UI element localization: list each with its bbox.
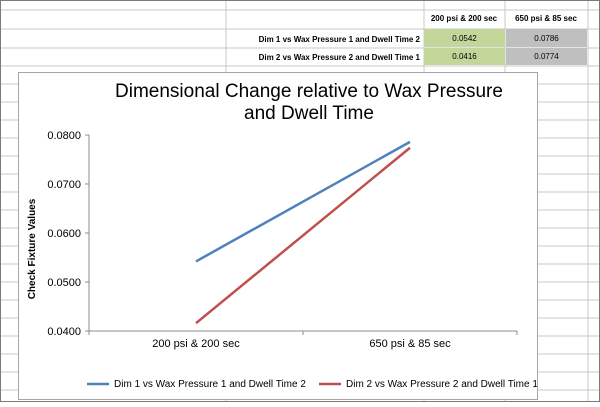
- y-axis-label: Check Fixture Values: [27, 198, 38, 299]
- row-label-2[interactable]: Dim 2 vs Wax Pressure 2 and Dwell Time 1: [258, 53, 420, 62]
- y-tick-label: 0.0500: [47, 277, 81, 289]
- x-tick-label: 650 psi & 85 sec: [369, 338, 451, 350]
- y-tick-label: 0.0800: [47, 130, 81, 142]
- legend-label-1: Dim 1 vs Wax Pressure 1 and Dwell Time 2: [114, 379, 306, 390]
- series-line-1: [195, 140, 411, 263]
- plot-area: 0.0400 0.0500 0.0600 0.0700 0.0800 200 psi & …: [47, 130, 538, 390]
- y-tick-label: 0.0400: [47, 326, 81, 338]
- cell-row2-col1[interactable]: 0.0416: [424, 48, 505, 65]
- y-tick-label: 0.0700: [47, 179, 81, 191]
- cell-value: 0.0542: [452, 33, 477, 43]
- row-label-1[interactable]: Dim 1 vs Wax Pressure 1 and Dwell Time 2: [258, 35, 420, 44]
- chart-title-line2: and Dwell Time: [244, 103, 374, 124]
- x-tick-label: 200 psi & 200 sec: [152, 338, 240, 350]
- cell-value: 0.0786: [534, 33, 559, 43]
- chart-title-line1: Dimensional Change relative to Wax Press…: [115, 81, 503, 102]
- legend-label-2: Dim 2 vs Wax Pressure 2 and Dwell Time 1: [346, 379, 537, 390]
- column-header-1[interactable]: 200 psi & 200 sec: [430, 14, 498, 23]
- cell-row2-col2[interactable]: 0.0774: [506, 48, 587, 65]
- series-line-2: [195, 146, 411, 325]
- cell-row1-col2[interactable]: 0.0786: [506, 29, 587, 47]
- cell-value: 0.0416: [452, 52, 477, 61]
- cell-row1-col1[interactable]: 0.0542: [424, 29, 505, 47]
- cell-value: 0.0774: [534, 52, 559, 61]
- column-header-2[interactable]: 650 psi & 85 sec: [515, 14, 577, 23]
- line-chart[interactable]: Dimensional Change relative to Wax Press…: [18, 72, 538, 400]
- chart-canvas: Dimensional Change relative to Wax Press…: [27, 81, 538, 390]
- y-tick-label: 0.0600: [47, 228, 81, 240]
